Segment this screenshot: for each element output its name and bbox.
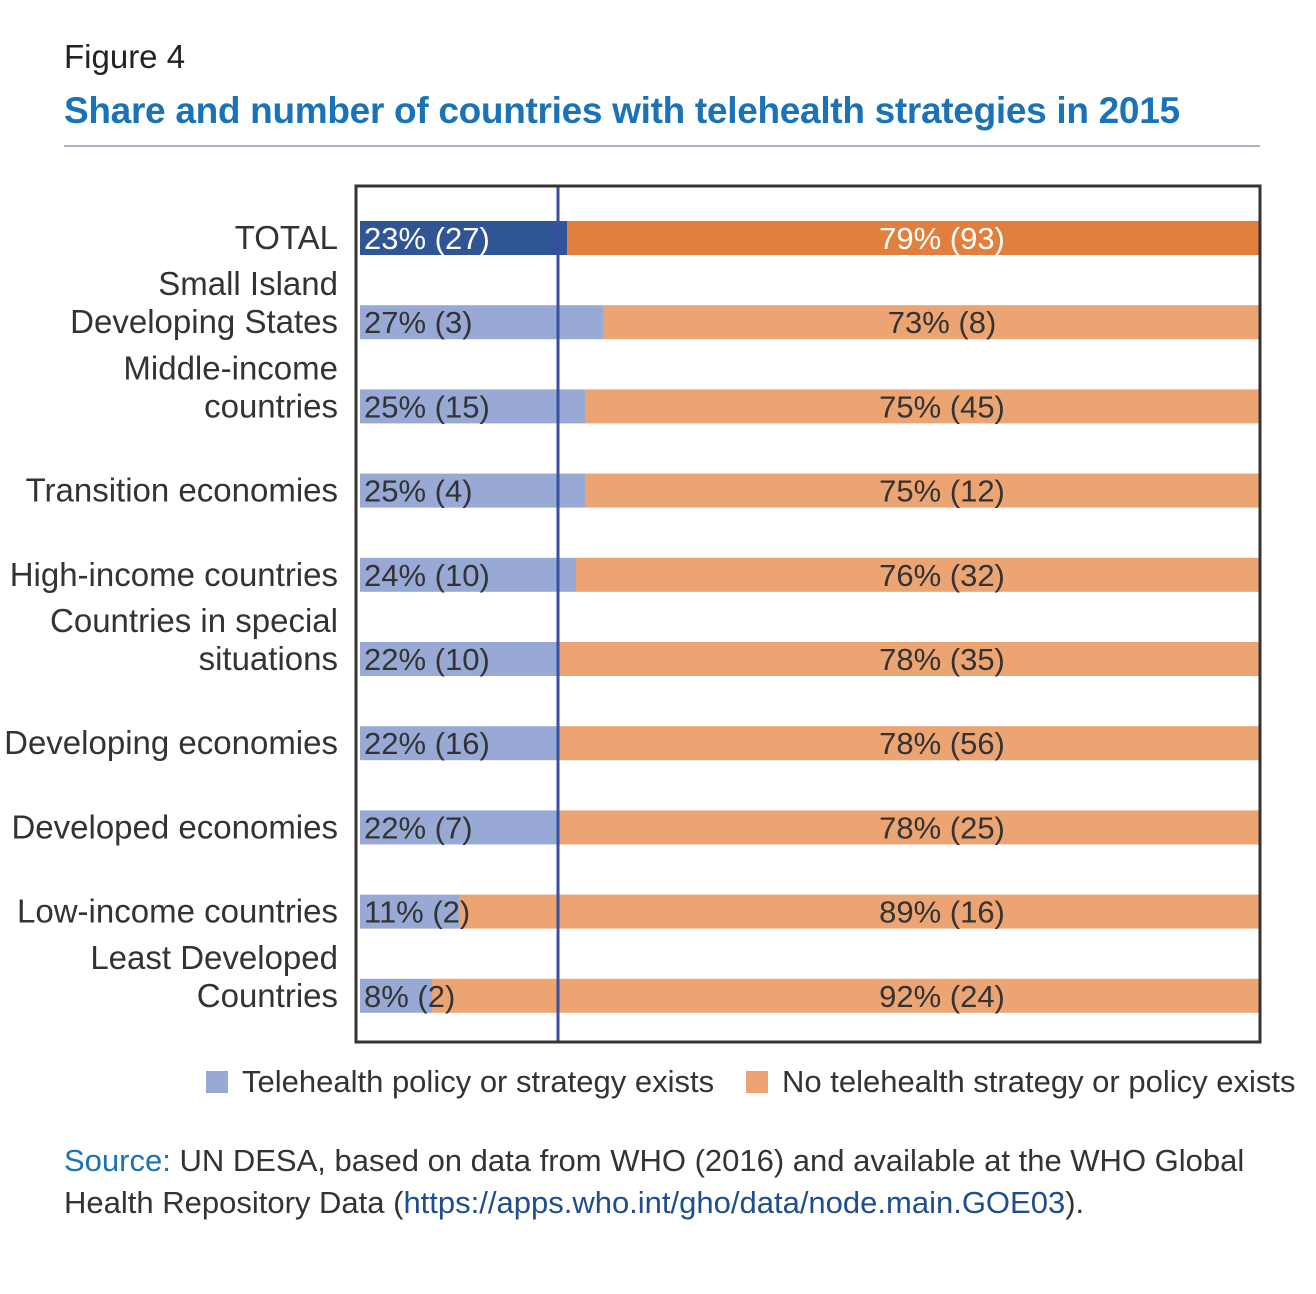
bar-no-3 <box>585 473 1260 508</box>
bar-label-yes-7: 22% (7) <box>364 810 473 845</box>
legend-swatch-no <box>746 1071 768 1093</box>
bar-label-no-0: 79% (93) <box>879 221 1005 256</box>
bar-yes-0 <box>360 221 567 255</box>
legend-item-yes: Telehealth policy or strategy exists <box>206 1062 714 1102</box>
bar-label-yes-4: 24% (10) <box>364 558 490 593</box>
bar-no-5 <box>558 642 1260 676</box>
bar-yes-1 <box>360 305 603 340</box>
bar-yes-2 <box>360 389 585 424</box>
bar-yes-4 <box>360 557 576 592</box>
bar-label-no-5: 78% (35) <box>879 642 1005 677</box>
bar-label-yes-6: 22% (16) <box>364 726 490 761</box>
bar-no-4 <box>576 557 1260 592</box>
category-label-7: Developed economies <box>11 808 338 845</box>
bar-no-2 <box>585 389 1260 424</box>
bar-yes-5 <box>360 642 558 676</box>
bar-label-no-6: 78% (56) <box>879 726 1005 761</box>
figure-label: Figure 4 <box>64 38 186 75</box>
category-label-2: Middle-income countries <box>123 349 338 424</box>
bar-label-no-9: 92% (24) <box>879 979 1005 1014</box>
bar-yes-8 <box>360 894 459 929</box>
legend-label-yes: Telehealth policy or strategy exists <box>242 1064 715 1099</box>
bar-yes-3 <box>360 473 585 508</box>
category-label-3: Transition economies <box>26 472 338 509</box>
legend-swatch-yes <box>206 1071 228 1093</box>
bar-no-0 <box>567 221 1260 255</box>
bar-yes-6 <box>360 726 558 761</box>
category-label-4: High-income countries <box>10 556 338 593</box>
category-label-0: TOTAL <box>235 219 338 256</box>
bar-label-no-7: 78% (25) <box>879 810 1005 845</box>
bar-label-yes-0: 23% (27) <box>364 221 490 256</box>
category-label-8: Low-income countries <box>17 893 338 930</box>
bar-no-1 <box>603 305 1260 340</box>
bar-label-yes-8: 11% (2) <box>364 895 470 930</box>
bar-no-8 <box>459 894 1260 929</box>
bar-label-no-3: 75% (12) <box>879 474 1005 509</box>
legend-label-no: No telehealth strategy or policy exists <box>782 1064 1296 1099</box>
bar-no-9 <box>432 978 1260 1013</box>
category-label-5: Countries in special situations <box>50 602 338 677</box>
bar-label-no-1: 73% (8) <box>888 305 997 340</box>
plot-frame <box>354 184 1262 1044</box>
bar-label-yes-5: 22% (10) <box>364 642 490 677</box>
bar-yes-7 <box>360 810 558 845</box>
bar-label-yes-2: 25% (15) <box>364 389 490 424</box>
source-url[interactable]: https://apps.who.int/gho/data/node.main.… <box>403 1185 1066 1220</box>
category-label-6: Developing economies <box>4 724 338 761</box>
bar-no-7 <box>558 810 1260 845</box>
bar-label-yes-1: 27% (3) <box>364 305 473 340</box>
bar-label-no-2: 75% (45) <box>879 389 1005 424</box>
bar-label-yes-9: 8% (2) <box>364 979 455 1014</box>
bar-yes-9 <box>360 978 432 1013</box>
category-label-9: Least Developed Countries <box>90 939 338 1014</box>
source-text: UN DESA, based on data from WHO (2016) a… <box>64 1143 1245 1220</box>
source-note: Source: UN DESA, based on data from WHO … <box>64 1140 1264 1224</box>
bar-no-6 <box>558 726 1260 761</box>
source-prefix: Source: <box>64 1143 171 1178</box>
stacked-bar-chart: 23% (27) 79% (93) TOTAL 27% (3) 73% (8) Small… <box>4 184 1262 1044</box>
chart-title: Share and number of countries with teleh… <box>64 90 1180 131</box>
legend-item-no: No telehealth strategy or policy exists <box>746 1062 1295 1102</box>
category-label-1: Small Island Developing States <box>70 265 338 340</box>
title-divider <box>64 145 1260 147</box>
bar-label-yes-3: 25% (4) <box>364 474 473 509</box>
bar-label-no-4: 76% (32) <box>879 558 1005 593</box>
source-suffix: ). <box>1065 1185 1085 1220</box>
bar-label-no-8: 89% (16) <box>879 895 1005 930</box>
